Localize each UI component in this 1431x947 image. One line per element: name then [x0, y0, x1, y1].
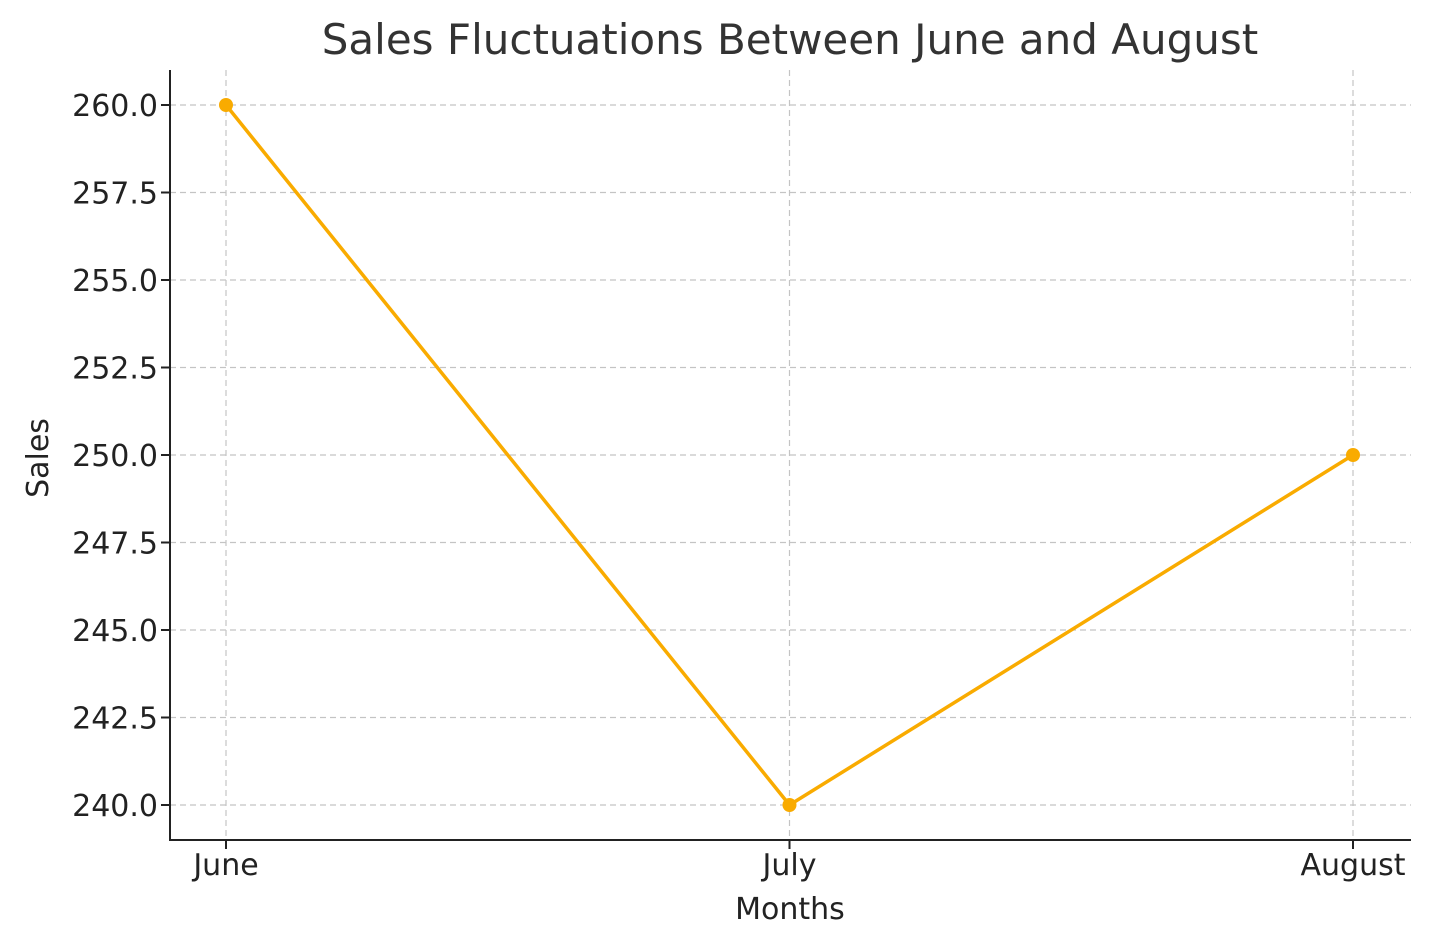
y-tick-label: 247.5: [72, 527, 158, 562]
y-tick-label: 240.0: [72, 789, 158, 824]
series: [219, 98, 1360, 812]
y-tick-label: 252.5: [72, 352, 158, 387]
y-tick-label: 260.0: [72, 89, 158, 124]
y-axis-label: Sales: [21, 418, 56, 498]
data-point: [782, 798, 797, 812]
x-tick-label: June: [191, 848, 258, 883]
x-ticks: June July August: [191, 840, 1406, 883]
chart-title: Sales Fluctuations Between June and Augu…: [322, 15, 1258, 64]
y-tick-label: 257.5: [72, 177, 158, 212]
data-point: [1346, 448, 1360, 462]
y-tick-label: 242.5: [72, 702, 158, 737]
data-point: [219, 98, 233, 112]
grid: [170, 70, 1411, 840]
x-axis-label: Months: [735, 892, 845, 927]
y-tick-label: 245.0: [72, 614, 158, 649]
y-ticks: 240.0 242.5 245.0 247.5 250.0 252.5 255.0 257.5…: [72, 89, 170, 824]
y-tick-label: 255.0: [72, 264, 158, 299]
x-tick-label: July: [761, 848, 817, 883]
y-tick-label: 250.0: [72, 439, 158, 474]
x-tick-label: August: [1301, 848, 1406, 883]
